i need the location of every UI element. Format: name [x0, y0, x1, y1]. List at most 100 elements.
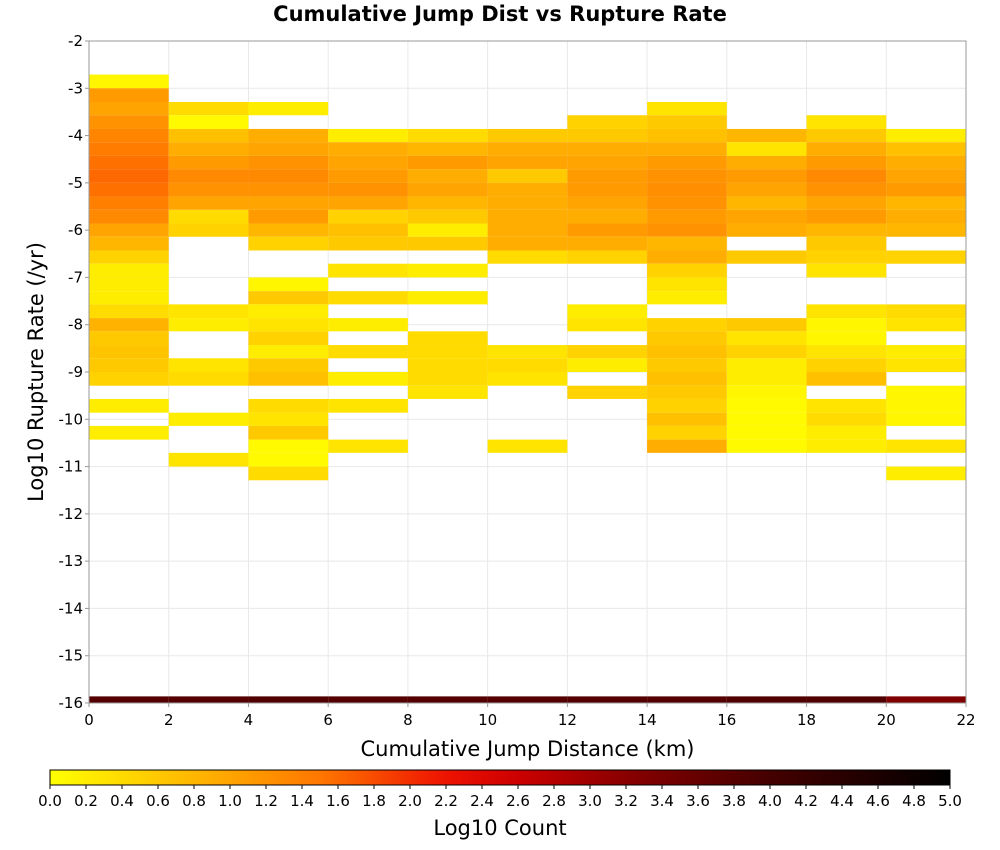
- heatmap-cell: [647, 236, 727, 251]
- heatmap-cell: [806, 318, 887, 332]
- heatmap-cell: [647, 372, 727, 386]
- heatmap-cell: [647, 115, 727, 129]
- heatmap-cell: [726, 196, 807, 210]
- heatmap-cell: [806, 142, 887, 156]
- heatmap-cell: [89, 236, 169, 251]
- heatmap-cell: [487, 236, 568, 251]
- heatmap-cell: [886, 128, 966, 143]
- heatmap-cell: [89, 277, 169, 292]
- heatmap-cell: [567, 223, 648, 237]
- heatmap-cell: [89, 74, 169, 89]
- heatmap-cell: [567, 318, 648, 332]
- heatmap-cell: [806, 128, 887, 143]
- y-tick-label: -14: [59, 599, 84, 617]
- heatmap-cell: [487, 223, 568, 237]
- heatmap-cell: [806, 169, 887, 183]
- heatmap-cell: [806, 155, 887, 170]
- heatmap-cell: [89, 182, 169, 197]
- x-tick-label: 2: [164, 711, 174, 729]
- heatmap-cell: [328, 345, 408, 359]
- heatmap-cell: [806, 372, 887, 386]
- heatmap-cell: [89, 169, 169, 183]
- heatmap-cell: [647, 128, 727, 143]
- heatmap-cell: [886, 182, 966, 197]
- x-tick-label: 20: [877, 711, 896, 729]
- heatmap-cell: [89, 331, 169, 346]
- heatmap-cell: [407, 263, 488, 278]
- heatmap-cell: [886, 385, 966, 399]
- heatmap-cell-bottom: [806, 696, 887, 703]
- x-tick-label: 12: [558, 711, 577, 729]
- heatmap-cell: [886, 345, 966, 359]
- chart-title: Cumulative Jump Dist vs Rupture Rate: [273, 2, 727, 26]
- heatmap-cell: [886, 358, 966, 372]
- colorbar-tick-label: 2.8: [542, 792, 566, 810]
- heatmap-cell: [168, 182, 249, 197]
- heatmap-cell: [487, 182, 568, 197]
- y-tick-label: -9: [68, 363, 83, 381]
- heatmap-cell: [89, 318, 169, 332]
- heatmap-cell: [886, 250, 966, 264]
- heatmap-cell: [567, 345, 648, 359]
- colorbar-tick-label: 3.8: [722, 792, 746, 810]
- heatmap-cell-bottom: [567, 696, 648, 703]
- heatmap-cell: [647, 318, 727, 332]
- heatmap-cell: [168, 304, 249, 319]
- colorbar-tick-label: 5.0: [938, 792, 962, 810]
- heatmap-cell: [248, 425, 329, 440]
- heatmap-cell: [168, 115, 249, 129]
- heatmap-cell-bottom: [647, 696, 727, 703]
- heatmap-cell: [407, 385, 488, 399]
- heatmap-cell: [248, 345, 329, 359]
- colorbar-tick-label: 3.2: [614, 792, 638, 810]
- heatmap-cell: [726, 358, 807, 372]
- heatmap-cell: [328, 128, 408, 143]
- heatmap-cell: [89, 398, 169, 413]
- heatmap-cell: [806, 412, 887, 426]
- y-axis-title: Log10 Rupture Rate (/yr): [24, 242, 48, 502]
- heatmap-cell: [886, 398, 966, 413]
- y-tick-label: -7: [68, 268, 83, 286]
- colorbar-tick-label: 0.6: [146, 792, 170, 810]
- y-tick-label: -4: [68, 127, 83, 145]
- heatmap-cell: [487, 345, 568, 359]
- heatmap-cell: [89, 115, 169, 129]
- heatmap-cell: [168, 142, 249, 156]
- heatmap-cell: [407, 182, 488, 197]
- heatmap-cell: [726, 250, 807, 264]
- y-tick-label: -8: [68, 316, 83, 334]
- heatmap-cell: [89, 304, 169, 319]
- heatmap-cell: [806, 263, 887, 278]
- heatmap-cell: [806, 398, 887, 413]
- heatmap-cell-bottom: [886, 696, 966, 703]
- heatmap-cell: [328, 372, 408, 386]
- heatmap-cell: [248, 358, 329, 372]
- heatmap-cell: [886, 318, 966, 332]
- heatmap-cell: [168, 412, 249, 426]
- heatmap-cell: [647, 101, 727, 116]
- heatmap-cell: [886, 223, 966, 237]
- heatmap-cell: [726, 223, 807, 237]
- heatmap-cell: [248, 318, 329, 332]
- heatmap-cell: [647, 358, 727, 372]
- y-tick-label: -2: [68, 32, 83, 50]
- x-tick-label: 6: [323, 711, 333, 729]
- heatmap-cell: [487, 155, 568, 170]
- colorbar-tick-label: 0.2: [74, 792, 98, 810]
- colorbar-tick-label: 3.4: [650, 792, 674, 810]
- heatmap-cell: [886, 304, 966, 319]
- heatmap-cell: [567, 385, 648, 399]
- heatmap-cell: [168, 209, 249, 224]
- heatmap-cell: [248, 155, 329, 170]
- heatmap-cell: [647, 142, 727, 156]
- heatmap-cell: [647, 196, 727, 210]
- x-tick-label: 22: [956, 711, 975, 729]
- heatmap-cell: [647, 439, 727, 453]
- colorbar-tick-label: 1.0: [218, 792, 242, 810]
- heatmap-cell: [886, 169, 966, 183]
- heatmap-cell: [806, 236, 887, 251]
- colorbar-tick-label: 2.4: [470, 792, 494, 810]
- colorbar-tick-label: 4.2: [794, 792, 818, 810]
- y-axis-ticks: -16 -15 -14 -13 -12 -11 -10 -9 -8 -7 -6 -5 -4 -3 -2: [59, 32, 89, 712]
